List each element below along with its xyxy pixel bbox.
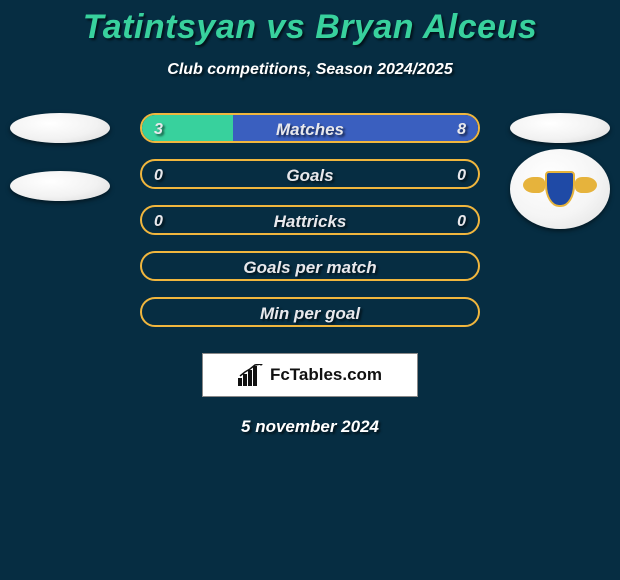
- stat-bar: Min per goal: [140, 297, 480, 327]
- team-right-logo: [510, 113, 610, 143]
- stat-row: 0 0 Goals: [0, 155, 620, 201]
- comparison-date: 5 november 2024: [0, 417, 620, 437]
- stat-bar: 0 0 Goals: [140, 159, 480, 189]
- team-left-logo: [10, 171, 110, 201]
- stat-bar: 3 8 Matches: [140, 113, 480, 143]
- stat-label: Goals: [142, 161, 478, 189]
- stat-row: Min per goal: [0, 293, 620, 339]
- stat-row: 3 8 Matches: [0, 109, 620, 155]
- stat-label: Min per goal: [142, 299, 478, 327]
- comparison-title: Tatintsyan vs Bryan Alceus: [0, 0, 620, 47]
- brand-badge: FcTables.com: [202, 353, 418, 397]
- team-left-logo: [10, 113, 110, 143]
- stat-row: Goals per match: [0, 247, 620, 293]
- brand-text: FcTables.com: [270, 365, 382, 385]
- comparison-subtitle: Club competitions, Season 2024/2025: [0, 61, 620, 79]
- stat-label: Hattricks: [142, 207, 478, 235]
- stat-bar: Goals per match: [140, 251, 480, 281]
- stat-row: 0 0 Hattricks: [0, 201, 620, 247]
- brand-chart-icon: [238, 364, 264, 386]
- stat-bar: 0 0 Hattricks: [140, 205, 480, 235]
- stat-label: Matches: [142, 115, 478, 143]
- comparison-rows: 3 8 Matches 0 0 Goals 0 0 Hat: [0, 109, 620, 339]
- stat-label: Goals per match: [142, 253, 478, 281]
